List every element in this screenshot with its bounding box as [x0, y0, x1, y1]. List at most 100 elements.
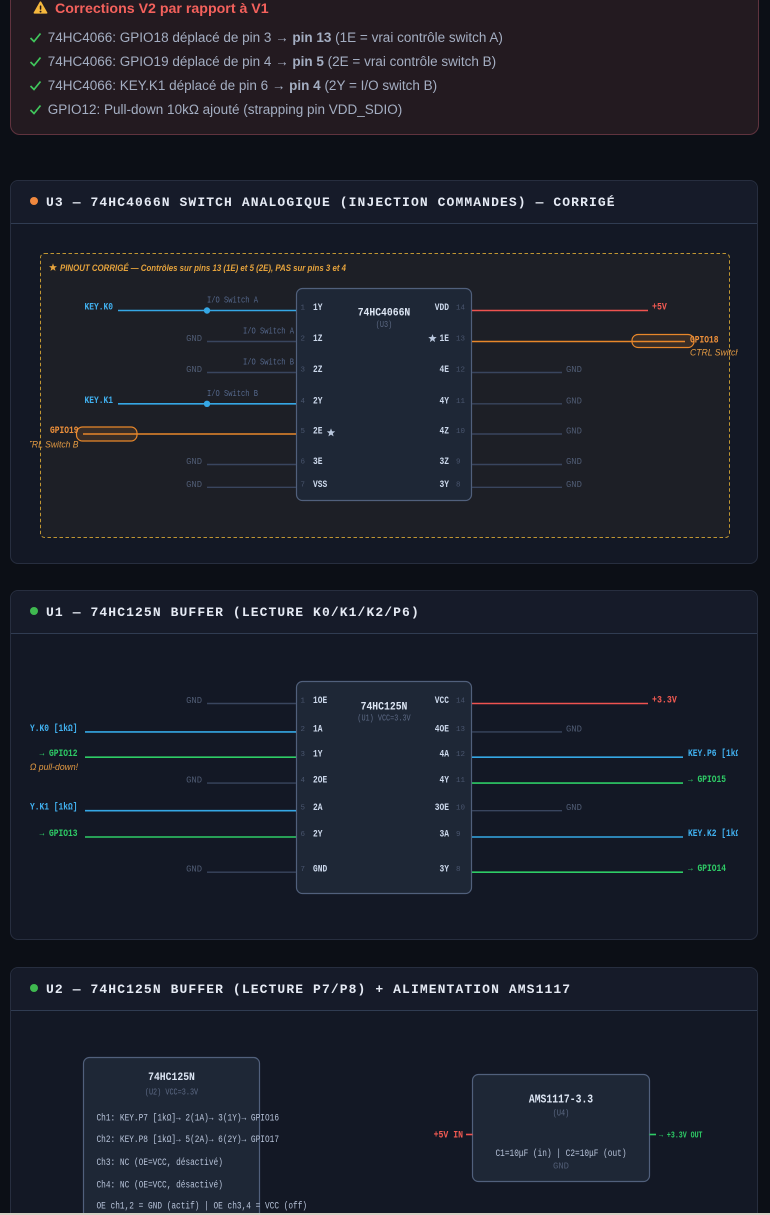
svg-text:VCC: VCC [435, 696, 449, 707]
svg-text:GND: GND [186, 334, 202, 344]
svg-text:→ +3.3V OUT: → +3.3V OUT [659, 1129, 703, 1140]
svg-text:10kΩ pull-down!: 10kΩ pull-down! [30, 762, 78, 773]
svg-text:14: 14 [456, 304, 465, 312]
svg-text:3: 3 [301, 751, 306, 759]
svg-text:CTRL Switch A: CTRL Switch A [690, 347, 738, 358]
svg-text:+3.3V: +3.3V [652, 695, 677, 706]
svg-text:1Y: 1Y [313, 303, 323, 314]
svg-text:1Z: 1Z [313, 334, 323, 345]
svg-text:(U2) VCC=3.3V: (U2) VCC=3.3V [145, 1087, 199, 1097]
svg-text:4E: 4E [440, 365, 450, 376]
svg-text:AMS1117-3.3: AMS1117-3.3 [529, 1093, 593, 1106]
svg-text:Ch2: KEY.P8 [1kΩ]→ 5(2A)→ 6(2Y: Ch2: KEY.P8 [1kΩ]→ 5(2A)→ 6(2Y)→ GPIO17 [97, 1134, 280, 1146]
svg-text:GND: GND [186, 864, 202, 874]
svg-text:10: 10 [456, 428, 465, 436]
svg-text:1: 1 [301, 304, 306, 312]
svg-text:→ GPIO12: → GPIO12 [40, 749, 78, 760]
svg-text:11: 11 [456, 397, 465, 405]
svg-text:I/O Switch B: I/O Switch B [207, 388, 258, 398]
svg-text:VDD: VDD [435, 303, 449, 314]
svg-text:I/O Switch A: I/O Switch A [207, 295, 258, 305]
svg-text:KEY.K2 [1kΩ]: KEY.K2 [1kΩ] [688, 828, 738, 840]
svg-text:GND: GND [566, 426, 582, 436]
svg-text:6: 6 [301, 458, 306, 466]
svg-text:Ch3: NC (OE=VCC, désactivé): Ch3: NC (OE=VCC, désactivé) [97, 1157, 223, 1169]
svg-text:12: 12 [456, 366, 465, 374]
svg-text:2: 2 [301, 335, 306, 343]
svg-text:4Y: 4Y [440, 775, 450, 786]
svg-text:GND: GND [566, 396, 582, 406]
svg-text:74HC125N: 74HC125N [148, 1072, 195, 1084]
svg-text:4OE: 4OE [435, 724, 449, 735]
svg-text:74HC125N: 74HC125N [361, 701, 408, 713]
svg-text:3: 3 [301, 366, 306, 374]
svg-text:2Y: 2Y [313, 396, 323, 407]
svg-text:GND: GND [566, 803, 582, 813]
svg-text:CTRL Switch B: CTRL Switch B [30, 439, 79, 450]
svg-text:2Z: 2Z [313, 365, 323, 376]
svg-text:13: 13 [456, 335, 465, 343]
svg-text:12: 12 [456, 751, 465, 759]
svg-text:GND: GND [566, 724, 582, 734]
svg-text:7: 7 [301, 866, 306, 874]
svg-text:OE ch1,2 = GND (actif) | OE ch: OE ch1,2 = GND (actif) | OE ch3,4 = VCC … [97, 1200, 308, 1212]
svg-text:GND: GND [186, 696, 202, 706]
svg-text:2Y: 2Y [313, 829, 323, 840]
svg-text:3A: 3A [440, 829, 450, 840]
svg-text:9: 9 [456, 458, 461, 466]
svg-text:7: 7 [301, 481, 306, 489]
svg-text:3Y: 3Y [440, 479, 450, 490]
svg-text:4: 4 [301, 777, 306, 785]
svg-text:9: 9 [456, 831, 461, 839]
svg-text:3Z: 3Z [440, 457, 450, 468]
svg-text:5: 5 [301, 804, 306, 812]
svg-text:GND: GND [186, 365, 202, 375]
svg-text:14: 14 [456, 697, 465, 705]
svg-text:(U3): (U3) [376, 320, 392, 330]
svg-text:2A: 2A [313, 803, 323, 814]
svg-text:PINOUT CORRIGÉ — Contrôles sur: PINOUT CORRIGÉ — Contrôles sur pins 13 (… [60, 263, 346, 273]
svg-text:3E: 3E [313, 457, 323, 468]
svg-text:5: 5 [301, 428, 306, 436]
svg-text:4Z: 4Z [440, 426, 450, 437]
svg-text:(U1) VCC=3.3V: (U1) VCC=3.3V [357, 713, 411, 723]
svg-text:+5V IN: +5V IN [434, 1130, 463, 1141]
svg-text:10: 10 [456, 804, 465, 812]
svg-text:1A: 1A [313, 724, 323, 735]
svg-text:4A: 4A [440, 749, 450, 760]
svg-text:3OE: 3OE [435, 803, 449, 814]
svg-text:2E: 2E [313, 426, 323, 437]
svg-text:6: 6 [301, 831, 306, 839]
svg-text:→ GPIO14: → GPIO14 [688, 864, 726, 875]
svg-text:Ch1: KEY.P7 [1kΩ]→ 2(1A)→ 3(1Y: Ch1: KEY.P7 [1kΩ]→ 2(1A)→ 3(1Y)→ GPIO16 [97, 1112, 280, 1124]
svg-text:1E: 1E [440, 334, 450, 345]
svg-text:KEY.K0: KEY.K0 [85, 302, 114, 313]
svg-text:GND: GND [553, 1161, 569, 1171]
svg-text:GND: GND [566, 457, 582, 467]
svg-text:Ch4: NC (OE=VCC, désactivé): Ch4: NC (OE=VCC, désactivé) [97, 1179, 223, 1191]
svg-text:KEY.K1: KEY.K1 [85, 395, 114, 406]
svg-text:KEY.P6 [1kΩ]: KEY.P6 [1kΩ] [688, 748, 738, 760]
svg-text:GND: GND [186, 479, 202, 489]
svg-text:GND: GND [566, 479, 582, 489]
svg-text:4Y: 4Y [440, 396, 450, 407]
svg-text:(U4): (U4) [553, 1108, 569, 1118]
svg-text:GND: GND [186, 457, 202, 467]
svg-text:2OE: 2OE [313, 775, 327, 786]
svg-text:I/O Switch A: I/O Switch A [243, 326, 294, 336]
svg-text:3Y: 3Y [440, 864, 450, 875]
svg-text:1OE: 1OE [313, 696, 327, 707]
svg-text:2: 2 [301, 725, 306, 733]
svg-text:I/O Switch B: I/O Switch B [243, 357, 294, 367]
svg-text:KEY.K1 [1kΩ]: KEY.K1 [1kΩ] [30, 801, 78, 813]
svg-text:→ GPIO13: → GPIO13 [40, 829, 78, 840]
svg-text:13: 13 [456, 725, 465, 733]
svg-text:1Y: 1Y [313, 749, 323, 760]
svg-text:GND: GND [313, 864, 327, 875]
svg-text:KEY.K0 [1kΩ]: KEY.K0 [1kΩ] [30, 722, 78, 734]
svg-text:GND: GND [566, 365, 582, 375]
svg-text:VSS: VSS [313, 479, 327, 490]
svg-text:8: 8 [456, 866, 461, 874]
svg-text:11: 11 [456, 777, 465, 785]
svg-text:GND: GND [186, 775, 202, 785]
